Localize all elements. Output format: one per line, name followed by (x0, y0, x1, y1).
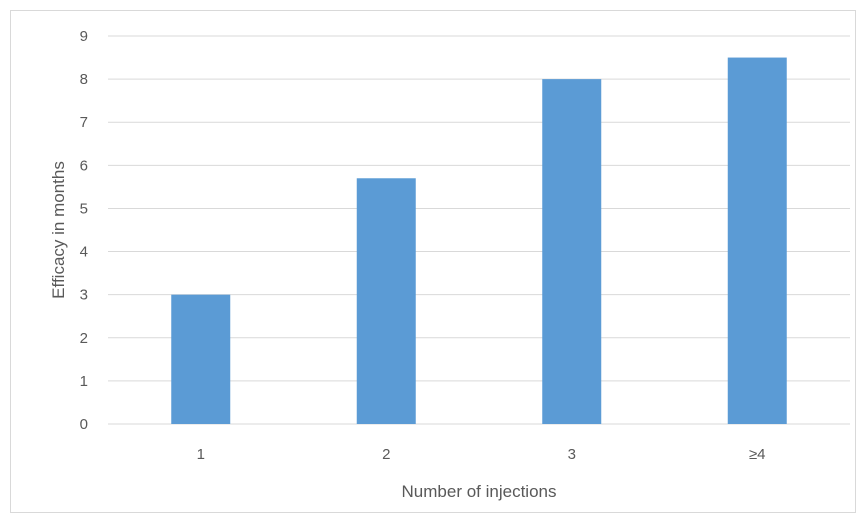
x-tick-label: 1 (197, 446, 205, 463)
bar-1 (171, 294, 231, 424)
y-tick-label: 6 (80, 157, 88, 174)
bar-3 (542, 79, 602, 424)
y-tick-label: 2 (80, 330, 88, 347)
y-tick-label: 0 (80, 416, 88, 433)
bar-4 (727, 57, 787, 425)
y-tick-label: 7 (80, 114, 88, 131)
chart-frame (10, 10, 856, 513)
y-tick-label: 5 (80, 200, 88, 217)
bar-2 (356, 178, 416, 424)
gridlines (108, 35, 850, 425)
y-tick-label: 9 (80, 28, 88, 45)
y-tick-label: 1 (80, 373, 88, 390)
x-tick-label: 2 (382, 446, 390, 463)
x-axis-title: Number of injections (402, 482, 557, 501)
x-tick-label: ≥4 (749, 446, 766, 463)
y-tick-label: 3 (80, 287, 88, 304)
y-tick-label: 4 (80, 244, 88, 261)
y-axis-title: Efficacy in months (49, 161, 68, 299)
y-tick-label: 8 (80, 71, 88, 88)
x-tick-label: 3 (568, 446, 576, 463)
x-tick-labels: 1 2 3 ≥4 (197, 446, 766, 463)
bars (171, 57, 787, 425)
y-tick-labels: 0 1 2 3 4 5 6 7 8 9 (80, 28, 88, 433)
